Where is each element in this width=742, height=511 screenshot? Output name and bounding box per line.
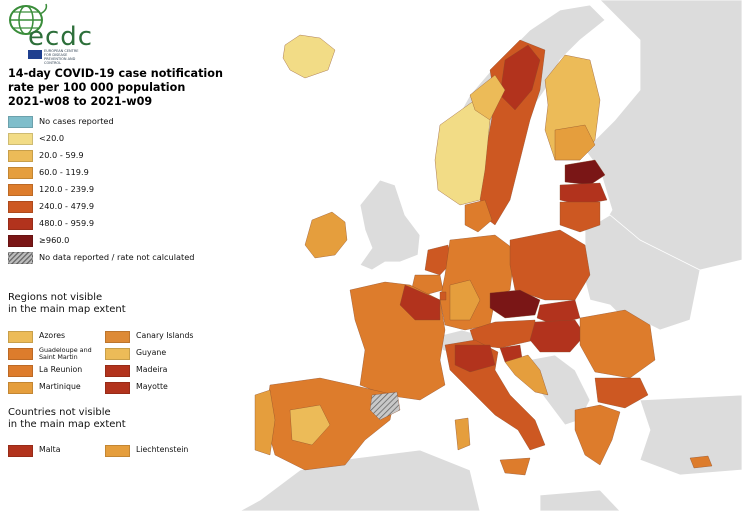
regions-title-line: in the main map extent (8, 304, 126, 315)
sardinia (454, 417, 471, 451)
finland-south (554, 124, 596, 161)
title-line: rate per 100 000 population (8, 81, 186, 94)
legend-swatch (8, 201, 33, 213)
legend-item: No cases reported (8, 114, 208, 131)
legend-swatch (8, 116, 33, 128)
countries-title-line: Countries not visible (8, 407, 111, 418)
hungary (529, 319, 586, 353)
france-northeast (399, 284, 441, 321)
region-label: La Reunion (39, 365, 83, 374)
region-swatch (105, 348, 130, 360)
legend-swatch (8, 218, 33, 230)
legend-label: No data reported / rate not calculated (39, 252, 195, 262)
legend-item: <20.0 (8, 131, 208, 148)
legend-swatch (8, 235, 33, 247)
title-line: 14-day COVID-19 case notification (8, 67, 223, 80)
legend-label: 20.0 - 59.9 (39, 150, 84, 160)
spain-center (289, 404, 331, 446)
regions-title-line: Regions not visible (8, 292, 103, 303)
legend-swatch (8, 252, 33, 264)
legend-swatch (8, 133, 33, 145)
region-label: Martinique (39, 382, 81, 391)
croatia (504, 354, 549, 396)
region-label: Malta (39, 445, 61, 454)
legend-item: ≥960.0 (8, 233, 208, 250)
region-label: Guyane (136, 348, 167, 357)
legend-label: 240.0 - 479.9 (39, 201, 95, 211)
north-africa-east (539, 489, 621, 511)
latvia (559, 182, 608, 206)
norway-south (434, 99, 491, 206)
region-swatch (105, 382, 130, 394)
region-swatch (8, 348, 33, 360)
legend-label: 480.0 - 959.9 (39, 218, 95, 228)
region-label: Madeira (136, 365, 168, 374)
map-legend: No cases reported <20.0 20.0 - 59.9 60.0 - … (8, 114, 208, 267)
eu-regions (254, 34, 713, 476)
legend-item: 120.0 - 239.9 (8, 182, 208, 199)
cyprus (689, 455, 713, 469)
portugal (254, 389, 276, 456)
region-label: Canary Islands (136, 331, 194, 340)
legend-swatch (8, 184, 33, 196)
legend-item: 480.0 - 959.9 (8, 216, 208, 233)
region-swatch (8, 382, 33, 394)
agency-text: EUROPEAN CENTRE FOR DISEASE PREVENTION A… (44, 49, 79, 65)
lithuania (559, 201, 601, 233)
countries-title-line: in the main map extent (8, 419, 126, 430)
united-kingdom (359, 179, 421, 271)
map-title: 14-day COVID-19 case notification rate p… (8, 67, 223, 109)
estonia (564, 159, 606, 186)
legend-label: 60.0 - 119.9 (39, 167, 89, 177)
north-africa (239, 449, 481, 511)
iceland (282, 34, 336, 79)
legend-swatch (8, 150, 33, 162)
region-label: Guadeloupe and Saint Martin (39, 346, 92, 361)
region-swatch (8, 365, 33, 377)
logo-text: ecdc (28, 22, 94, 52)
legend-label: No cases reported (39, 116, 114, 126)
ireland (304, 211, 348, 259)
title-line: 2021-w08 to 2021-w09 (8, 95, 153, 108)
region-swatch (105, 445, 130, 457)
region-label: Liechtenstein (136, 445, 189, 454)
legend-label: 120.0 - 239.9 (39, 184, 95, 194)
germany-west (449, 279, 481, 321)
region-swatch (105, 365, 130, 377)
turkey (639, 394, 742, 476)
region-label: Mayotte (136, 382, 168, 391)
romania (579, 309, 656, 379)
denmark (464, 199, 493, 233)
region-label: Azores (39, 331, 66, 340)
norway-mid (469, 74, 506, 121)
bulgaria (594, 377, 649, 409)
regions-title: Regions not visible in the main map exte… (8, 292, 208, 316)
globe-icon (9, 3, 48, 35)
luxembourg (439, 291, 447, 301)
legend-label: <20.0 (39, 133, 65, 143)
italy-north (454, 344, 496, 373)
czechia (489, 289, 541, 319)
legend-item: 60.0 - 119.9 (8, 165, 208, 182)
eu-flag-icon (28, 50, 42, 59)
region-swatch (8, 331, 33, 343)
sicily (499, 457, 531, 476)
legend-item: No data reported / rate not calculated (8, 250, 208, 267)
greece (574, 404, 621, 466)
countries-title: Countries not visible in the main map ex… (8, 407, 208, 431)
legend-label: ≥960.0 (39, 235, 70, 245)
legend-item: 240.0 - 479.9 (8, 199, 208, 216)
legend-item: 20.0 - 59.9 (8, 148, 208, 165)
catalonia-no-data (369, 391, 401, 421)
legend-swatch (8, 167, 33, 179)
ecdc-logo: ecdc EUROPEAN CENTRE FOR DISEASE PREVENT… (6, 2, 92, 65)
poland (509, 229, 591, 301)
region-swatch (105, 331, 130, 343)
region-swatch (8, 445, 33, 457)
